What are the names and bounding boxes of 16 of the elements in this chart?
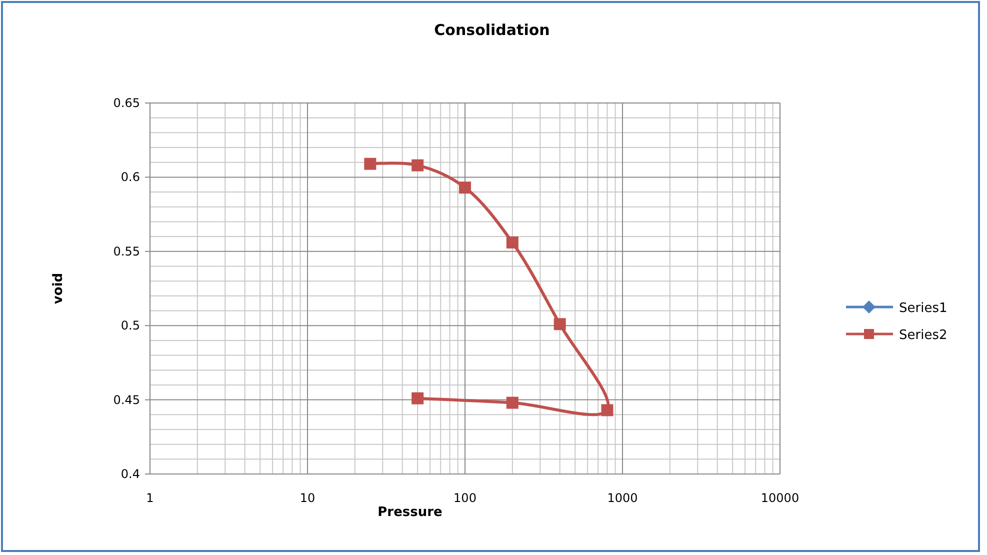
y-tick-label: 0.55 [113, 244, 140, 258]
chart-title: Consolidation [434, 21, 550, 39]
y-axis-title: void [51, 272, 66, 304]
x-tick-label: 1 [146, 491, 154, 505]
x-tick-label: 1000 [607, 491, 638, 505]
y-tick-label: 0.4 [120, 467, 140, 481]
x-tick-label: 10 [300, 491, 316, 505]
legend-label: Series1 [899, 301, 948, 316]
x-tick-label: 10000 [760, 491, 800, 505]
y-tick-label: 0.5 [120, 318, 140, 333]
y-tick-label: 0.45 [113, 392, 140, 407]
x-axis-title: Pressure [378, 505, 443, 520]
x-tick-label: 100 [454, 491, 476, 505]
y-tick-label: 0.65 [113, 96, 140, 110]
legend-label: Series2 [899, 328, 948, 343]
y-tick-label: 0.6 [120, 170, 140, 184]
